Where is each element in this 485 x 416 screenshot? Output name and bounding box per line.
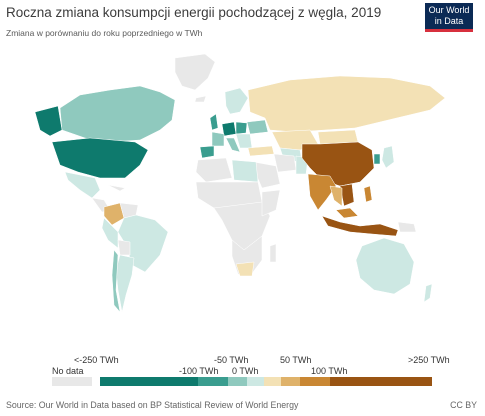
country-spain[interactable] [199,145,215,159]
country-colombia[interactable] [103,202,125,226]
license-note[interactable]: CC BY [450,400,477,410]
country-uk[interactable] [209,113,219,131]
country-canada[interactable] [59,85,176,143]
country-caribbean[interactable] [107,184,126,192]
country-ukraine[interactable] [246,119,269,135]
country-australia[interactable] [355,237,415,295]
chart-title: Roczna zmiana konsumpcji energii pochodz… [6,5,382,20]
country-argentina[interactable] [115,254,135,313]
country-south-africa[interactable] [235,261,255,277]
country-balkans[interactable] [235,133,253,149]
country-iceland[interactable] [194,95,207,103]
country-peru[interactable] [101,217,119,249]
country-vietnam[interactable] [339,183,355,207]
country-italy[interactable] [225,137,241,153]
logo-line1: Our World [428,5,470,15]
country-usa[interactable] [51,137,149,179]
country-bolivia[interactable] [117,239,131,256]
legend-label-minus50: -50 TWh [214,355,249,365]
country-new-zealand[interactable] [423,283,433,303]
legend-swatch-2[interactable] [198,377,228,386]
legend-swatch-4[interactable] [247,377,264,386]
country-papua[interactable] [397,221,417,233]
chart-subtitle: Zmiana w porównaniu do roku poprzedniego… [6,28,203,38]
country-scandinavia[interactable] [224,87,249,115]
country-iran[interactable] [273,153,297,173]
country-morocco-algeria[interactable] [195,157,233,183]
country-malaysia[interactable] [335,207,359,219]
country-philippines[interactable] [363,185,373,203]
country-russia[interactable] [247,75,446,133]
logo-line2: in Data [434,16,464,26]
legend-swatch-3[interactable] [228,377,247,386]
legend-label-zero: 0 TWh [232,366,259,376]
legend-label-lt-minus250: <-250 TWh [74,355,119,365]
legend-swatch-1[interactable] [100,377,198,386]
country-mongolia[interactable] [317,129,359,145]
world-map [34,53,446,313]
legend-swatch-nodata[interactable] [52,377,92,386]
country-libya-egypt[interactable] [231,159,259,183]
country-madagascar[interactable] [269,243,277,263]
source-note: Source: Our World in Data based on BP St… [6,400,299,410]
country-france[interactable] [211,131,225,147]
country-alaska[interactable] [34,105,63,137]
country-east-africa[interactable] [261,189,281,217]
legend-swatch-7[interactable] [300,377,330,386]
country-greenland[interactable] [174,53,216,91]
country-poland[interactable] [235,121,248,135]
country-chile[interactable] [111,249,121,313]
legend-label-gt-plus250: >250 TWh [408,355,450,365]
legend-swatch-6[interactable] [281,377,300,386]
country-india[interactable] [307,173,337,211]
legend-label-plus100: 100 TWh [311,366,348,376]
legend-label-minus100: -100 TWh [179,366,219,376]
legend-swatch-8[interactable] [330,377,432,386]
legend-nodata-label: No data [52,366,84,376]
country-turkey[interactable] [247,145,275,157]
legend-label-plus50: 50 TWh [280,355,312,365]
country-japan[interactable] [381,145,395,169]
country-indonesia[interactable] [321,215,399,237]
legend-swatch-5[interactable] [264,377,281,386]
owid-logo[interactable]: Our World in Data [425,3,473,32]
country-thailand[interactable] [329,185,343,207]
country-south-korea[interactable] [373,153,381,165]
